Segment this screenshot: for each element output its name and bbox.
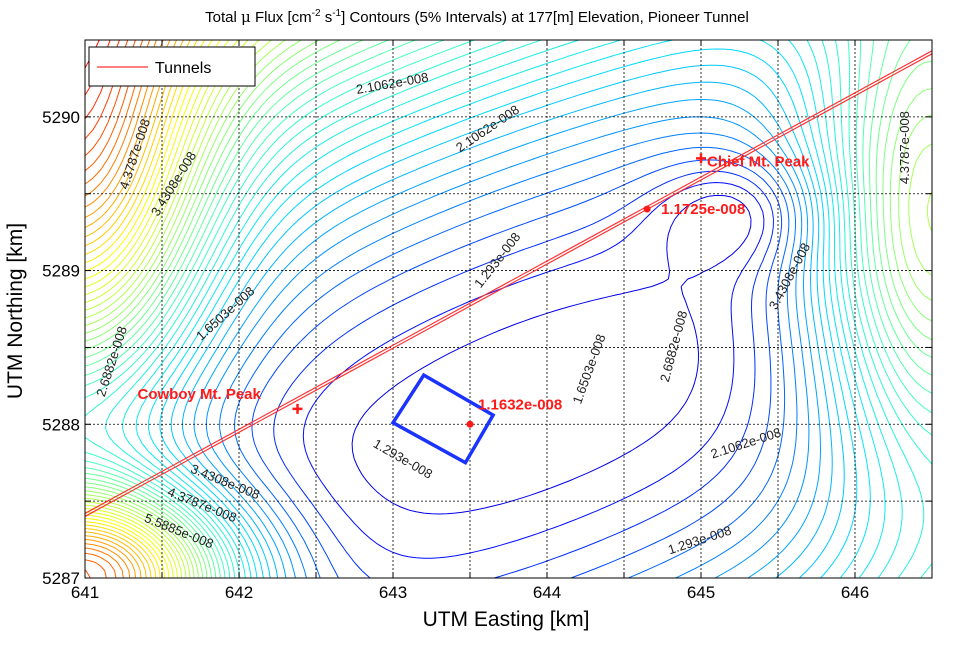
flux-marker [466, 420, 474, 428]
legend: Tunnels [88, 46, 256, 87]
title-part-d: ] Contours (5% Intervals) at 177[m] Elev… [341, 9, 749, 26]
plot-frame [84, 39, 933, 579]
contour-line [122, 40, 903, 578]
tunnel-line [85, 53, 932, 517]
y-tick-label: 5290 [42, 108, 80, 127]
plot-area [85, 40, 932, 578]
y-tick-label: 5287 [42, 569, 80, 588]
contour-line [302, 182, 765, 559]
x-tick-label: 645 [687, 583, 715, 602]
contour-line [85, 40, 932, 578]
flux-marker [643, 205, 651, 213]
x-tick-label: 644 [533, 583, 561, 602]
title-sup-1: -2 [312, 8, 321, 19]
peak-label: Cowboy Mt. Peak [138, 386, 262, 403]
axis-ticks: 641 642 643 644 645 646 5287 5288 5289 5290 [42, 39, 933, 602]
chart-title: Total μ Flux [cm-2 s-1] Contours (5% Int… [205, 8, 749, 26]
x-tick-label: 646 [841, 583, 869, 602]
contour-line [251, 159, 783, 578]
flux-value-label: 1.1632e-008 [478, 396, 562, 413]
contour-line [170, 64, 845, 578]
contour-line [182, 81, 833, 578]
peak-marker [696, 153, 706, 164]
contour-line [273, 170, 774, 578]
legend-label-tunnels: Tunnels [155, 60, 211, 77]
contour-line [85, 40, 932, 578]
detector-box [390, 372, 496, 466]
peak-label: Chief Mt. Peak [707, 153, 810, 170]
x-tick-label: 643 [379, 583, 407, 602]
contour-line [219, 132, 798, 578]
contour-line [85, 40, 932, 578]
title-sup-2: -1 [332, 8, 341, 19]
flux-value-label: 1.1725e-008 [661, 201, 745, 218]
contour-line [85, 40, 932, 578]
y-tick-label: 5289 [42, 262, 80, 281]
x-tick-label: 642 [225, 583, 253, 602]
contour-line [105, 40, 925, 578]
peak-marker [292, 403, 303, 414]
contour-line [85, 40, 932, 578]
tunnel-line [85, 50, 932, 514]
x-axis-label: UTM Easting [km] [423, 608, 590, 631]
y-axis-label: UTM Northing [km] [4, 223, 27, 399]
contour-line [85, 40, 932, 578]
x-tick-label: 641 [71, 583, 99, 602]
grid-lines [85, 40, 932, 578]
title-part-c: s [321, 9, 333, 26]
title-part-a: Total [205, 9, 241, 26]
y-tick-label: 5288 [42, 415, 80, 434]
contour-line [234, 146, 790, 578]
contour-line [351, 194, 752, 515]
overlays [85, 50, 932, 517]
contour-line [135, 40, 886, 578]
contour-line [193, 98, 821, 578]
contour-line [85, 40, 932, 578]
contour-line [85, 40, 932, 578]
contour-line [148, 40, 871, 578]
contour-line [205, 116, 810, 578]
title-mu: μ [241, 8, 251, 26]
contour-label: 4.3787e-008 [897, 111, 912, 184]
title-part-b: Flux [cm [251, 9, 312, 26]
